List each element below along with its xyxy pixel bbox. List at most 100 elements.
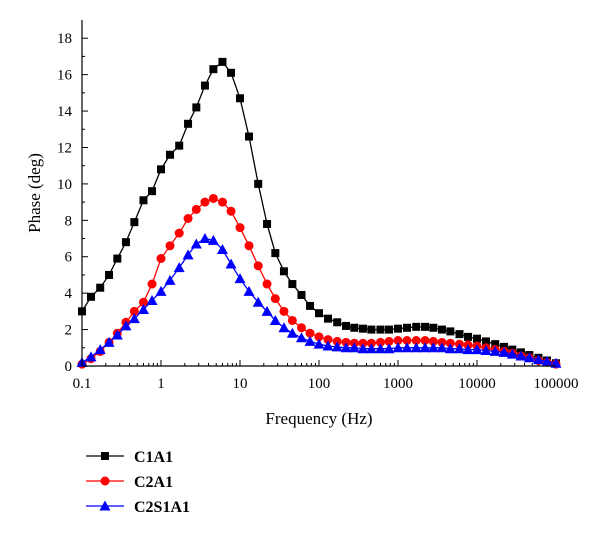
- data-point: [288, 280, 297, 289]
- data-point: [166, 150, 175, 159]
- data-point: [506, 348, 518, 359]
- data-point: [236, 94, 244, 103]
- data-point: [156, 254, 166, 264]
- y-axis-title: Phase (deg): [25, 153, 44, 233]
- data-point: [489, 345, 501, 356]
- data-point: [313, 338, 325, 349]
- data-point: [218, 57, 227, 66]
- data-point: [271, 249, 280, 258]
- data-point: [155, 285, 167, 296]
- y-tick-label: 12: [57, 140, 72, 156]
- data-point: [464, 332, 473, 341]
- data-point: [410, 342, 422, 353]
- data-point: [348, 342, 360, 353]
- data-point: [121, 238, 130, 247]
- data-point: [244, 241, 254, 251]
- data-point: [421, 322, 430, 331]
- x-tick-label: 0.1: [73, 376, 92, 392]
- data-point: [350, 323, 359, 332]
- legend-item: C2S1A1: [86, 499, 190, 516]
- data-point: [234, 273, 246, 284]
- data-point: [164, 274, 176, 285]
- data-point: [419, 342, 431, 353]
- data-point: [192, 103, 201, 112]
- data-point: [393, 336, 403, 346]
- data-point: [376, 325, 385, 334]
- data-point: [96, 283, 105, 292]
- data-point: [296, 323, 306, 333]
- data-point: [207, 234, 219, 245]
- data-point: [254, 179, 263, 188]
- x-tick-label: 1: [157, 376, 165, 392]
- data-point: [263, 219, 272, 228]
- data-point: [148, 187, 157, 196]
- data-point: [324, 314, 333, 323]
- x-tick-label: 100: [308, 376, 331, 392]
- data-point: [384, 336, 394, 346]
- x-axis-ticks: 0.1 1 10 100 1000 10000 100000: [73, 360, 579, 392]
- legend: C1A1 C2A1 C2S1A1: [86, 449, 190, 516]
- legend-item: C2A1: [86, 474, 173, 491]
- data-point: [523, 352, 535, 363]
- x-tick-label: 10: [233, 376, 248, 392]
- data-point: [243, 285, 255, 296]
- data-point: [252, 296, 264, 307]
- y-tick-label: 0: [65, 359, 73, 375]
- data-point: [402, 336, 412, 346]
- data-point: [94, 344, 106, 355]
- data-point: [279, 267, 288, 276]
- data-point: [286, 327, 298, 338]
- data-point: [365, 343, 377, 354]
- series-c1a1: [78, 57, 560, 368]
- legend-label: C1A1: [134, 449, 173, 466]
- y-tick-label: 8: [65, 213, 73, 229]
- data-point: [428, 336, 438, 346]
- data-point: [190, 238, 202, 249]
- x-tick-label: 1000: [383, 376, 413, 392]
- data-point: [138, 297, 148, 307]
- data-point: [278, 322, 290, 333]
- x-tick-label: 10000: [458, 376, 496, 392]
- data-point: [367, 325, 376, 334]
- data-point: [226, 206, 236, 216]
- data-point: [261, 305, 273, 316]
- y-tick-label: 14: [57, 104, 73, 120]
- data-point: [137, 304, 149, 315]
- legend-item: C1A1: [86, 449, 173, 466]
- data-point: [295, 332, 307, 343]
- legend-label: C2A1: [134, 474, 173, 491]
- data-point: [375, 337, 385, 347]
- data-point: [429, 323, 438, 332]
- data-point: [403, 323, 412, 332]
- data-point: [103, 336, 115, 347]
- data-point: [462, 344, 474, 355]
- data-point: [314, 332, 324, 342]
- data-point: [147, 279, 157, 289]
- data-point: [182, 249, 194, 260]
- data-point: [245, 132, 254, 141]
- data-point: [515, 350, 527, 361]
- data-point: [480, 345, 492, 356]
- legend-marker: [99, 500, 111, 511]
- data-point: [532, 354, 544, 365]
- data-point: [217, 197, 227, 207]
- axes: [81, 20, 556, 367]
- y-axis-ticks: 0 2 4 6 8 10 12 14 16 18: [57, 31, 88, 375]
- data-point: [173, 262, 185, 273]
- data-point: [130, 218, 139, 227]
- data-point: [235, 223, 245, 233]
- y-tick-label: 6: [65, 250, 73, 266]
- data-point: [498, 346, 510, 357]
- data-point: [473, 334, 481, 343]
- x-tick-label: 100000: [534, 376, 579, 392]
- data-point: [491, 340, 500, 349]
- data-point: [111, 329, 123, 340]
- data-point: [120, 320, 132, 331]
- y-tick-label: 18: [57, 31, 72, 47]
- y-tick-label: 10: [57, 177, 72, 193]
- data-point: [139, 196, 148, 205]
- data-point: [357, 343, 369, 354]
- data-point: [385, 325, 394, 334]
- data-point: [287, 315, 297, 325]
